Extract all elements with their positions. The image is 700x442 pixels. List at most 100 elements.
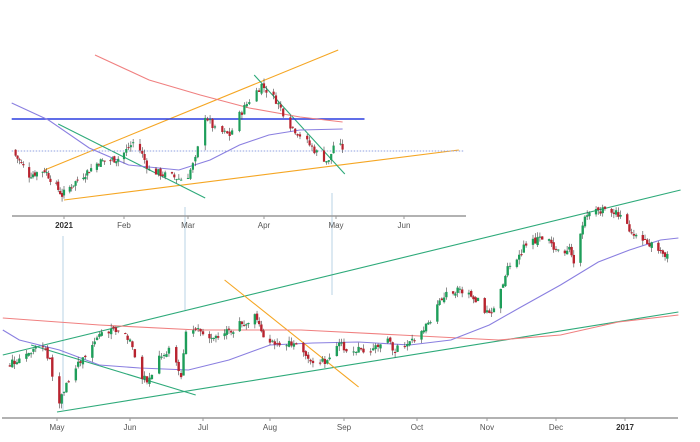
candle-body	[330, 153, 333, 161]
candle-body	[74, 368, 78, 381]
candle-body	[213, 126, 217, 128]
candle-body	[57, 181, 60, 190]
candle-body	[291, 126, 294, 128]
candle-body	[68, 187, 71, 192]
candle-body	[565, 250, 569, 255]
candle-body	[29, 353, 33, 355]
candle-body	[229, 331, 233, 333]
candle-body	[262, 83, 266, 89]
main-chart-panel: May Jun Jul Aug Sep Oct Nov Dec 2017	[2, 189, 681, 432]
candle-body	[148, 377, 151, 384]
candle-body	[41, 346, 45, 348]
candle-body	[18, 358, 21, 364]
candle-body	[46, 347, 49, 359]
x-tick-label: 2021	[55, 221, 73, 230]
candle-body	[563, 250, 567, 254]
candle-body	[436, 304, 439, 322]
candle-body	[369, 351, 372, 353]
candle-body	[255, 90, 258, 102]
candle-body	[179, 373, 183, 378]
candle-body	[81, 357, 85, 365]
x-tick-label: Dec	[549, 423, 563, 432]
candle-body	[485, 310, 489, 313]
candle-body	[372, 348, 375, 351]
candle-body	[114, 327, 118, 333]
candle-body	[339, 143, 342, 145]
candle-body	[76, 179, 79, 181]
candle-body	[391, 342, 394, 351]
candle-body	[112, 326, 115, 329]
candle-body	[386, 338, 389, 343]
candle-body	[557, 249, 560, 251]
candle-body	[632, 233, 636, 236]
candle-body	[76, 361, 80, 367]
candle-body	[585, 215, 589, 217]
candle-body	[476, 297, 480, 302]
candle-body	[93, 341, 96, 345]
candle-body	[113, 156, 116, 163]
x-tick-label: Jul	[198, 423, 208, 432]
candle-body	[628, 224, 631, 232]
candle-body	[95, 337, 99, 340]
candle-body	[518, 254, 521, 260]
candle-body	[650, 242, 653, 248]
candle-body	[661, 250, 665, 254]
candle-body	[225, 329, 228, 335]
candle-body	[173, 174, 176, 178]
candle-body	[240, 112, 244, 115]
candle-body	[98, 334, 101, 337]
candle-body	[160, 356, 163, 358]
candle-body	[501, 284, 505, 288]
candle-body	[33, 172, 37, 176]
candle-body	[393, 352, 397, 354]
x-tick-label: Feb	[117, 221, 131, 230]
candle-body	[445, 291, 448, 298]
candle-body	[99, 159, 102, 167]
candle-body	[442, 297, 446, 303]
candle-body	[223, 333, 226, 337]
candle-body	[257, 320, 261, 325]
candle-body	[59, 190, 62, 195]
trend-line	[56, 311, 679, 413]
candle-body	[29, 177, 33, 179]
candle-body	[44, 348, 47, 350]
candle-body	[208, 333, 211, 339]
candle-body	[306, 354, 310, 359]
candle-body	[663, 252, 667, 257]
candle-body	[323, 358, 327, 364]
candle-body	[103, 160, 106, 162]
candle-body	[554, 248, 558, 250]
candle-body	[140, 356, 144, 380]
candle-body	[389, 337, 392, 342]
candle-body	[619, 214, 622, 217]
candle-body	[128, 339, 132, 342]
x-tick-label: May	[328, 221, 343, 230]
candle-body	[22, 163, 25, 166]
candle-body	[89, 168, 93, 172]
moving-average-line	[11, 102, 343, 171]
candle-body	[326, 360, 329, 364]
candle-body	[15, 362, 19, 365]
candle-body	[290, 341, 293, 346]
candle-body	[522, 244, 525, 253]
candle-body	[260, 324, 263, 332]
candle-body	[88, 172, 91, 174]
candle-body	[581, 225, 584, 235]
candle-body	[340, 342, 343, 344]
candle-body	[472, 296, 475, 300]
candle-body	[420, 331, 423, 340]
candle-body	[304, 351, 308, 356]
candle-body	[212, 338, 216, 340]
candle-body	[490, 312, 493, 314]
candle-body	[289, 117, 292, 129]
candle-body	[534, 237, 537, 244]
candle-body	[182, 353, 185, 376]
candle-body	[148, 168, 151, 170]
candle-body	[31, 174, 35, 178]
candle-body	[245, 324, 248, 326]
candle-body	[145, 160, 148, 169]
x-tick-label: Nov	[480, 423, 494, 432]
candle-body	[359, 348, 363, 350]
candle-body	[648, 243, 651, 247]
